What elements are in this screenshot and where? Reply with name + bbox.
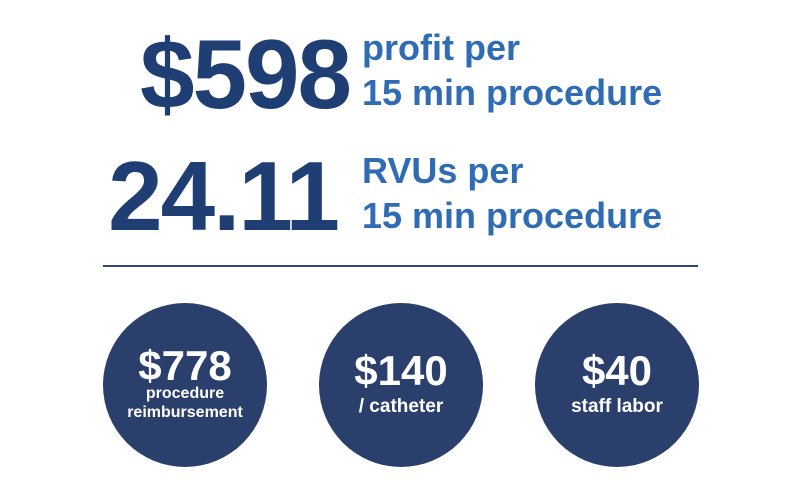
circle-badge: [103, 303, 267, 467]
circle-value: $40: [582, 347, 652, 394]
circle-label: procedure: [146, 385, 224, 402]
stat-value: 24.11: [108, 141, 338, 251]
stat-label: profit per: [362, 27, 520, 68]
stat-label: 15 min procedure: [362, 72, 662, 113]
circle-badge: [535, 303, 699, 467]
circle-badge: [319, 303, 483, 467]
circle-label: staff labor: [571, 396, 663, 417]
stat-label: 15 min procedure: [362, 195, 662, 236]
circle-label: / catheter: [359, 396, 444, 417]
circle-label: reimbursement: [127, 404, 243, 421]
circle-value: $140: [354, 347, 447, 394]
stat-value: $598: [140, 19, 350, 129]
stat-label: RVUs per: [362, 150, 523, 191]
circle-value: $778: [138, 342, 231, 389]
